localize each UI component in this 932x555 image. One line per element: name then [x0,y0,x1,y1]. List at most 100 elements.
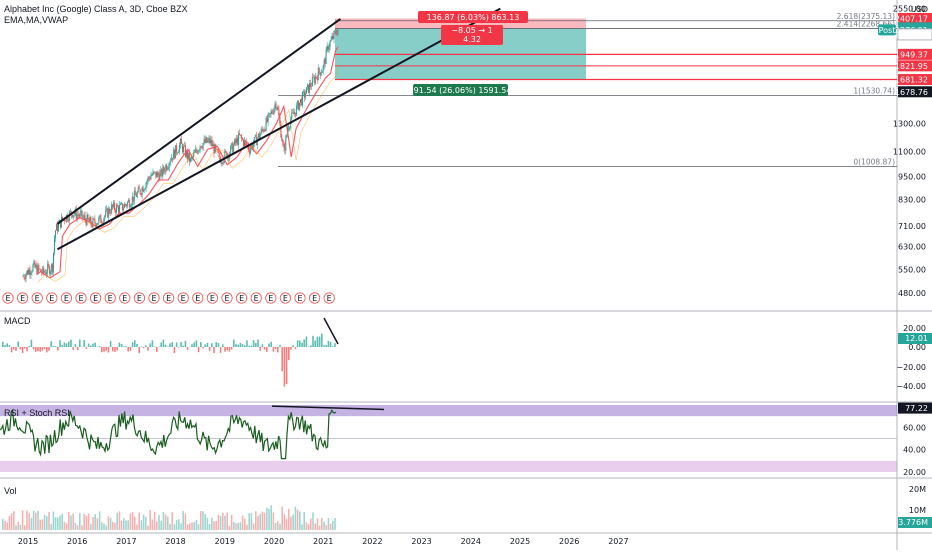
candle-body [118,207,119,213]
candle-body [270,113,271,114]
candle-body [152,172,153,175]
candle-body [202,148,203,149]
rsi-oversold-band [0,461,897,472]
candle-body [336,34,337,35]
volume-bar [328,518,330,530]
earnings-marker-label: E [108,294,113,303]
candle-body [222,162,223,163]
candle-body [108,209,109,218]
candle-body [131,205,132,207]
macd-bar [24,347,26,349]
volume-bar [83,514,85,530]
macd-histogram [2,334,336,387]
volume-bar [22,510,24,530]
volume-bar [138,513,140,530]
candle-body [313,77,314,78]
candle-body [68,220,69,221]
volume-bar [35,513,37,530]
volume-bar [116,513,118,530]
macd-bar [277,347,279,352]
macd-bar [94,343,96,347]
earnings-marker-label: E [20,294,25,303]
macd-bar [218,343,220,347]
volume-bar [196,520,198,530]
volume-bar [17,522,19,530]
earnings-marker-label: E [49,294,54,303]
volume-bar [321,518,323,530]
candle-body [295,113,296,116]
volume-bar [99,511,101,530]
candle-body [46,273,47,274]
macd-bar [123,346,125,347]
candle-body [318,68,319,80]
candle-body [275,104,276,108]
volume-bar [229,526,231,530]
volume-bar [75,523,77,530]
macd-bar [4,345,6,347]
volume-bar [220,516,222,530]
macd-bar [301,343,303,347]
macd-bar [50,341,52,347]
candle-body [231,143,232,146]
earnings-marker-label: E [78,294,83,303]
candle-body [51,264,52,271]
volume-bar [279,524,281,530]
candle-body [240,135,241,136]
volume-bar [215,521,217,530]
time-tick-label: 2015 [18,537,38,546]
volume-bar [46,516,48,530]
candle-body [74,214,75,215]
macd-bar [127,347,129,351]
candle-body [166,165,167,169]
volume-bar [235,523,237,530]
volume-bar [268,509,270,530]
candle-body [119,205,120,212]
macd-bar [136,344,138,347]
volume-bar [262,512,264,530]
candle-body [89,217,90,221]
macd-bar [35,347,37,352]
macd-tick-label: 20.00 [903,324,926,333]
candle-body [204,139,205,143]
macd-bar [266,347,268,352]
candle-body [201,146,202,148]
macd-trendline [324,318,338,344]
volume-bar [119,511,121,530]
candle-body [126,205,127,206]
candle-body [49,266,50,274]
candle-body [218,152,219,153]
candle-body [141,194,142,195]
fib-level-label: 1(1530.74) [853,86,895,95]
candle-body [321,73,322,76]
macd-bar [246,340,248,347]
volume-tick-label: 20M [909,485,926,494]
macd-bar [92,344,94,347]
macd-bar [169,343,171,347]
volume-bar [288,509,290,530]
volume-bar [176,520,178,530]
candle-body [114,203,115,210]
macd-bar [279,345,281,347]
volume-bar [233,522,235,530]
volume-bar [171,512,173,530]
candle-body [288,128,289,130]
volume-tag-label: 3.776M [898,518,928,527]
macd-bar [149,343,151,347]
macd-bar [143,347,145,348]
candle-body [113,203,114,207]
volume-bar [39,520,41,530]
volume-bar [37,511,39,530]
volume-bar [31,518,33,530]
price-tick-label: 630.00 [898,243,926,252]
candle-body [153,172,154,173]
candle-body [296,105,297,115]
volume-bar [297,510,299,530]
macd-bar [235,344,237,347]
price-tag-label: 1821.95 [895,62,928,71]
macd-bar [220,347,222,353]
time-tick-label: 2023 [411,537,431,546]
macd-bar [295,347,297,349]
candle-body [194,152,195,153]
